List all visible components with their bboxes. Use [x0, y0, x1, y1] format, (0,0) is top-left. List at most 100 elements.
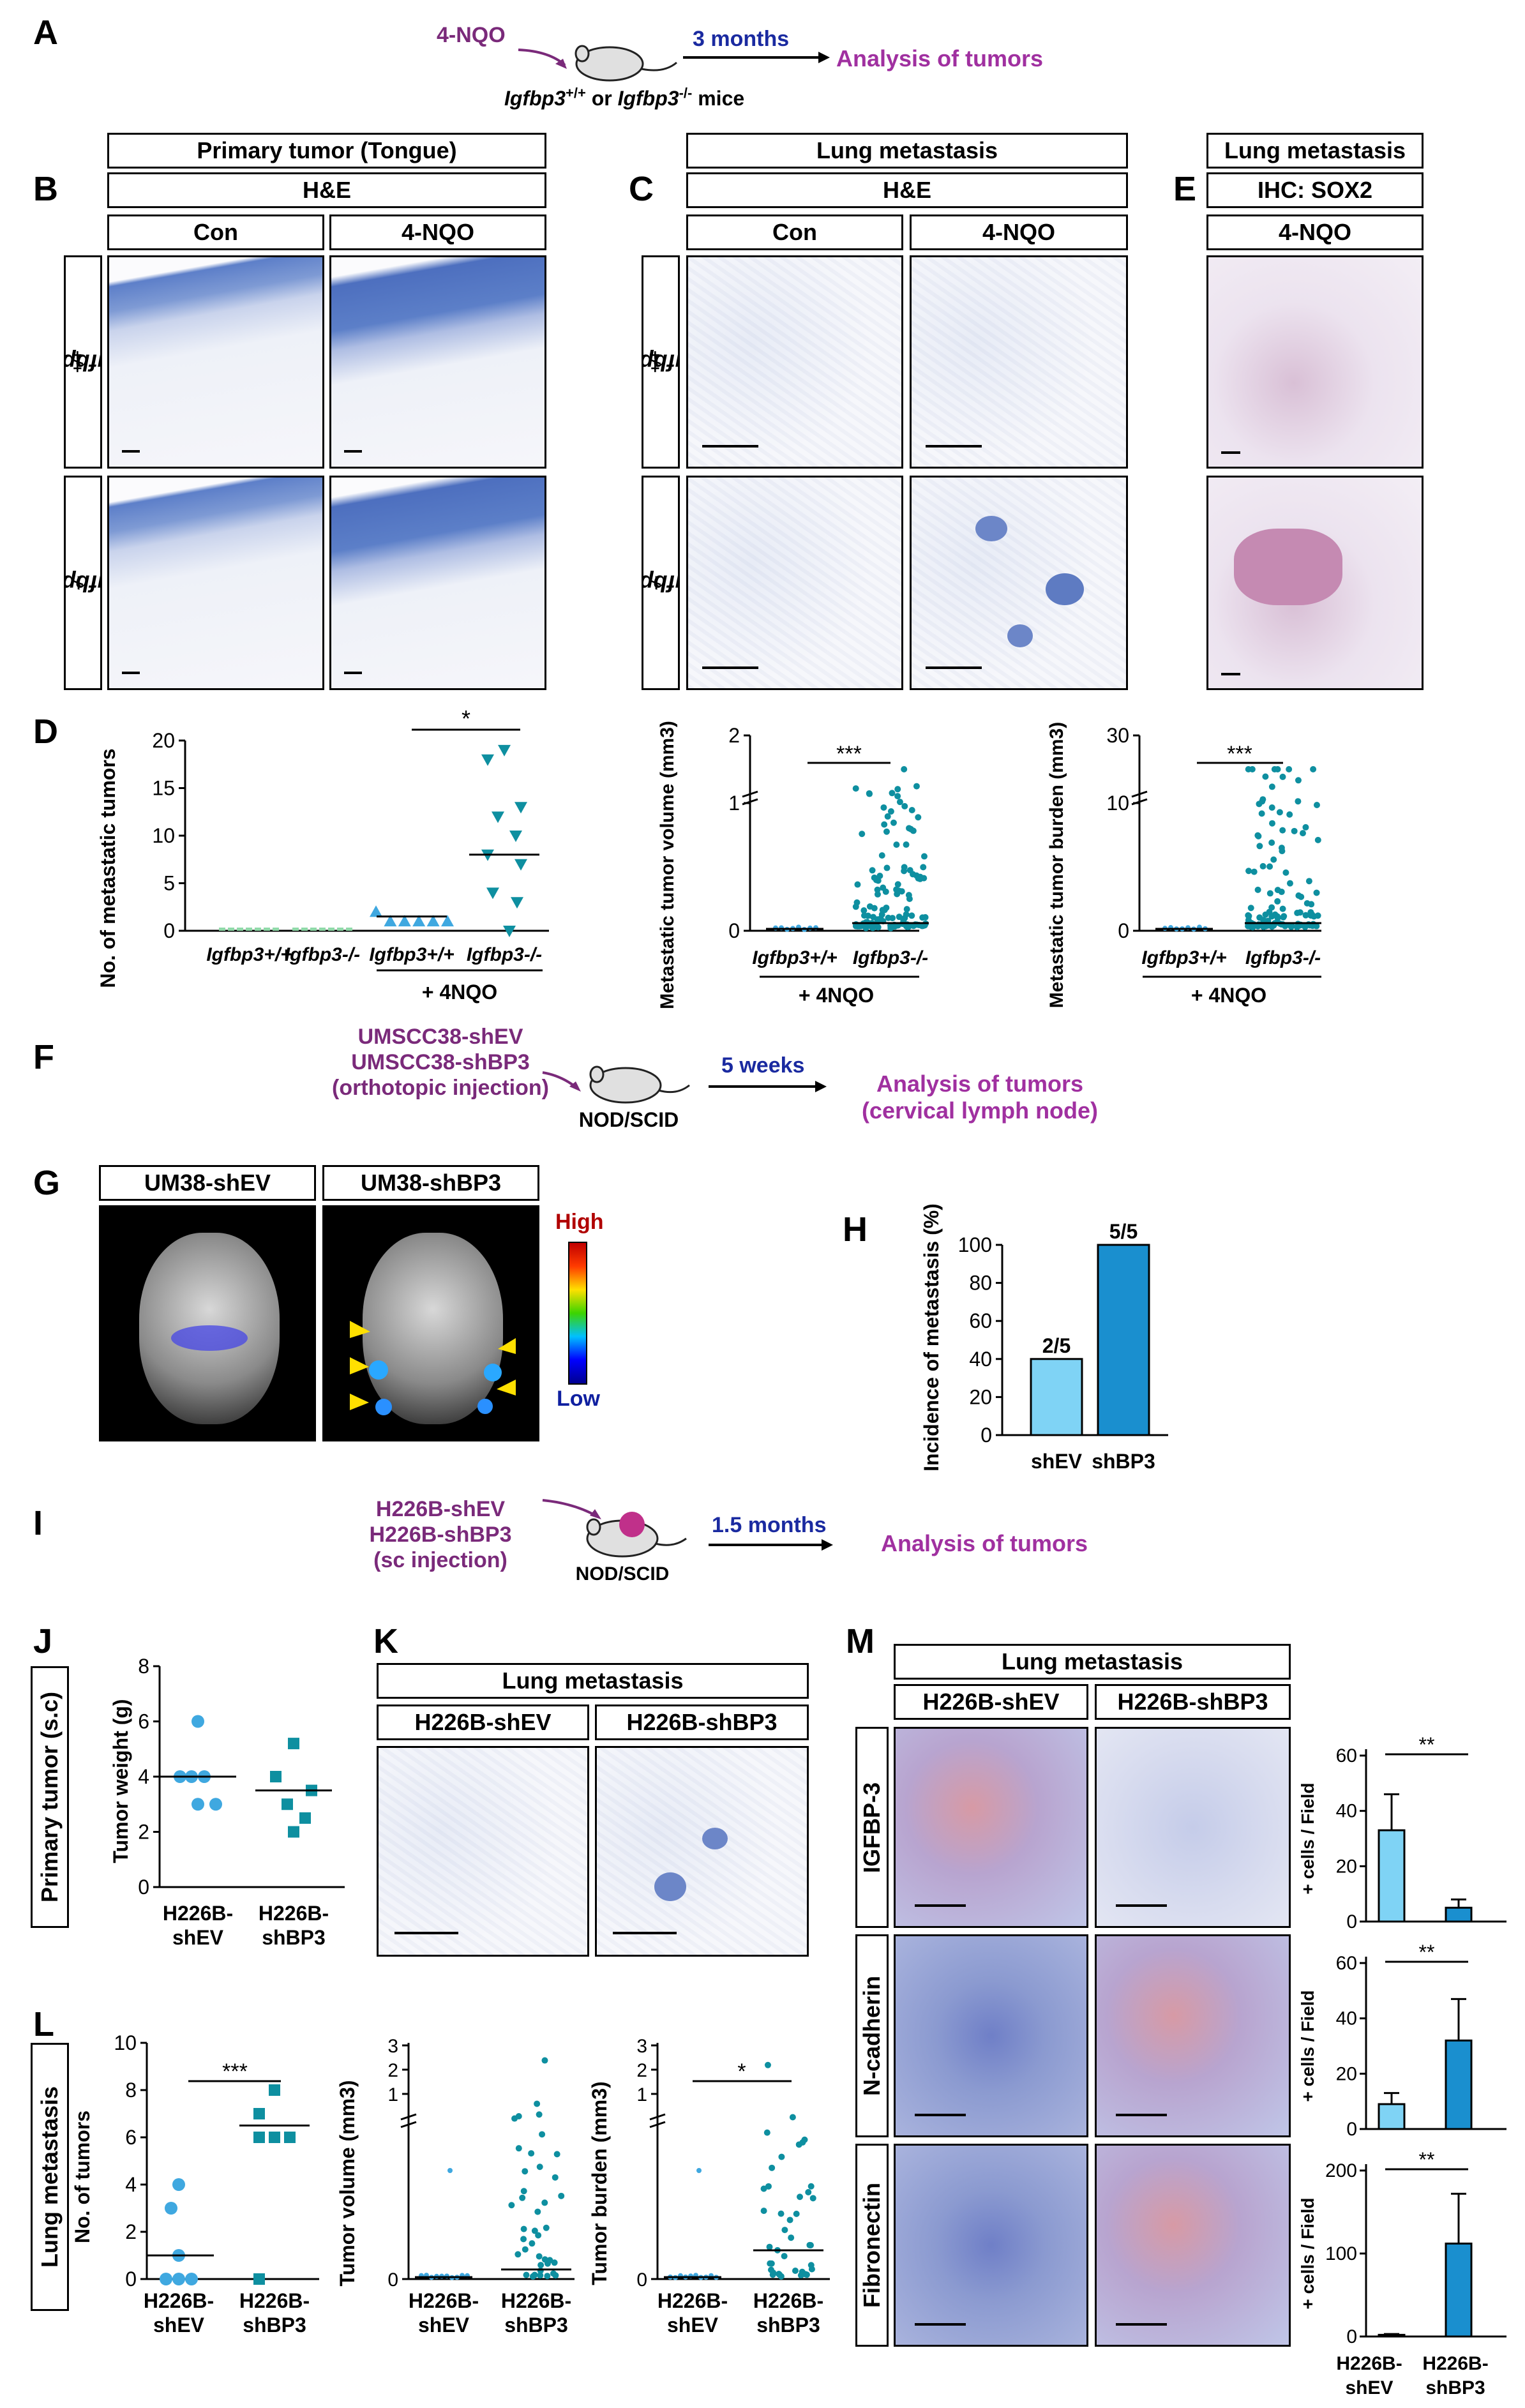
d3-ticks-point: [1302, 912, 1309, 919]
l3-ticks-point: [760, 2208, 767, 2215]
j-tick-label: 2: [138, 1821, 149, 1844]
mouse-icon: [589, 1065, 690, 1104]
e-col-4nqo: 4-NQO: [1206, 214, 1424, 250]
d3-ticks-point: [1274, 913, 1281, 920]
d1-ylabel: No. of metastatic tumors: [96, 748, 119, 988]
h-tick-label: 80: [969, 1272, 992, 1295]
svg-text:Tumor weight (g): Tumor weight (g): [109, 1699, 132, 1863]
d3-ticks-point: [1279, 773, 1286, 780]
l2-ticks-point: [551, 2259, 558, 2266]
l1-point: [253, 2132, 265, 2143]
h-tick-label: 20: [969, 1385, 992, 1408]
svg-text:H226B-: H226B-: [1422, 2353, 1488, 2374]
m-significance: **: [1419, 1941, 1435, 1964]
l2-ticks-point: [552, 2272, 559, 2279]
l2-ticks-point: [541, 2057, 548, 2064]
d3-ticks-point: [1282, 869, 1289, 876]
d2-ticks-point: [883, 864, 890, 871]
b-image-wt-4nqo: [329, 255, 546, 469]
l2-ticks-point: [541, 2256, 548, 2263]
d2-ticks-point: [920, 853, 928, 860]
l3-ticks-point: [781, 2253, 788, 2260]
d1-point: [511, 897, 523, 909]
m-tick-label: 60: [1336, 1745, 1357, 1766]
b-header-he: H&E: [107, 172, 546, 208]
d1-point: [481, 754, 494, 766]
d1-point: [398, 915, 411, 927]
d2-ticks-point: [874, 891, 881, 898]
d3-ticks-point: [1266, 863, 1273, 870]
svg-text:*: *: [737, 2059, 746, 2084]
d1-point: [486, 887, 499, 899]
svg-text:H226B-: H226B-: [1336, 2353, 1402, 2374]
d2-ticks-point: [920, 864, 927, 871]
svg-text:shBP3: shBP3: [504, 2314, 568, 2337]
d2-ticks-point: [878, 911, 885, 918]
d2-ticks-point: [893, 886, 900, 893]
d3-ticks-point: [1262, 911, 1269, 918]
d1-point: [515, 859, 527, 871]
j-tick-label: 0: [138, 1876, 149, 1899]
j-point: [299, 1812, 311, 1824]
l2-ticks-point: [543, 2224, 550, 2231]
d1-point: [328, 928, 334, 931]
l3-ticks-point: [766, 2243, 773, 2250]
d3-ticks-point: [1286, 811, 1293, 818]
d1-point: [509, 831, 522, 842]
b-image-ko-con: [107, 476, 324, 690]
d3-ticks-point: [1302, 824, 1309, 831]
h-category-label: shEV: [1031, 1450, 1083, 1473]
d3-ticks-tick-label: 10: [1106, 792, 1129, 815]
panel-label-b: B: [33, 170, 58, 208]
l3-ticks-point: [778, 2210, 785, 2217]
d3-ticks-point: [1258, 810, 1265, 817]
j-point: [288, 1738, 299, 1750]
d2-ticks-tick-label: 1: [728, 792, 740, 815]
l1-point: [172, 2273, 185, 2285]
m-tick-label: 20: [1336, 2063, 1357, 2084]
d2-ticks-point: [859, 831, 866, 838]
l2-ticks-point: [508, 2202, 515, 2209]
d1-point: [264, 928, 270, 931]
m-tick-label: 200: [1325, 2160, 1357, 2181]
panel-label-f: F: [33, 1038, 54, 1076]
l3-ticks-point: [786, 2216, 793, 2224]
g-image-shev: [99, 1205, 316, 1441]
panel-label-l: L: [33, 2005, 54, 2043]
m-col-shev: H226B-shEV: [894, 1684, 1088, 1720]
l1-tick-label: 0: [125, 2268, 137, 2291]
j-side-label: Primary tumor (s.c): [31, 1666, 69, 1928]
l2-ticks-point: [536, 2253, 543, 2260]
l3-ticks-point: [760, 2185, 767, 2192]
d2-ticks-point: [901, 766, 908, 772]
svg-text:H226B-: H226B-: [163, 1902, 233, 1925]
d2-ticks-point: [868, 922, 875, 929]
m-tick-label: 100: [1325, 2243, 1357, 2264]
l2-ticks-point: [515, 2113, 522, 2120]
d2-ticks-category-label: Igfbp3+/+: [752, 947, 837, 968]
l1-point: [253, 2108, 265, 2119]
d1-group-label: + 4NQO: [422, 981, 497, 1004]
d2-ticks-point: [908, 912, 915, 919]
k-image-shev: [377, 1746, 589, 1957]
d3-ticks-point: [1286, 766, 1293, 772]
d2-ticks-point: [901, 802, 908, 809]
d2-ticks-point: [874, 916, 881, 923]
d2-ticks-point: [880, 804, 887, 811]
l3-ticks-tick-label: 0: [636, 2269, 647, 2291]
j-point: [270, 1771, 282, 1782]
d2-ticks-point: [881, 821, 888, 828]
d3-ticks-point: [1270, 856, 1277, 863]
d3-ticks-tick-label: 0: [1118, 919, 1129, 942]
b-header-primary: Primary tumor (Tongue): [107, 133, 546, 169]
d2-ticks-point: [864, 912, 871, 919]
l2-ticks-point: [523, 2271, 530, 2278]
d2-ticks-point: [869, 867, 876, 874]
l2-ticks-tick-label: 0: [387, 2269, 398, 2291]
h-tick-label: 60: [969, 1309, 992, 1332]
l2-ticks-point: [535, 2232, 542, 2239]
g-image-shbp3: [322, 1205, 539, 1441]
d1-tick-label: 10: [152, 824, 175, 847]
scheme-a-mice: Igfbp3+/+ or Igfbp3-/- mice: [504, 85, 744, 110]
d2-ticks-point: [889, 915, 896, 922]
